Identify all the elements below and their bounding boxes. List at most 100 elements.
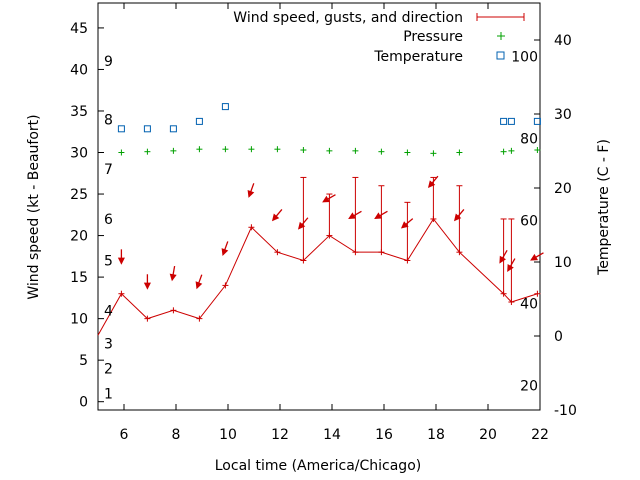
legend-label-pressure: Pressure <box>403 29 463 45</box>
wind-speed-point <box>326 232 333 239</box>
y-left-tick-label: 30 <box>70 146 88 162</box>
wind-direction-arrow <box>322 194 336 203</box>
pressure-point <box>378 148 385 155</box>
y-left-tick-label: 35 <box>70 104 88 120</box>
y-right-tick-label: -10 <box>554 403 577 419</box>
fahrenheit-scale-label: 100 <box>511 49 538 65</box>
wind-direction-arrow <box>143 274 151 290</box>
x-tick-label: 16 <box>375 427 393 443</box>
beaufort-scale-label: 3 <box>104 337 113 353</box>
wind-direction-arrow <box>117 249 125 265</box>
pressure-point <box>404 149 411 156</box>
pressure-point <box>248 146 255 153</box>
beaufort-scale-label: 2 <box>104 361 113 377</box>
pressure-point <box>300 147 307 154</box>
wind-direction-arrow <box>297 217 309 230</box>
x-tick-label: 12 <box>271 427 289 443</box>
wind-direction-arrow <box>427 175 439 189</box>
wind-speed-point <box>144 315 151 322</box>
legend-label-temperature: Temperature <box>373 49 463 65</box>
pressure-point <box>352 147 359 154</box>
pressure-point <box>534 147 541 154</box>
y-right-tick-label: 30 <box>554 107 572 123</box>
wind-direction-arrow <box>530 252 544 261</box>
wind-speed-series <box>97 215 541 336</box>
wind-direction-arrow <box>400 218 414 229</box>
x-tick-label: 10 <box>219 427 237 443</box>
wind-speed-point <box>170 307 177 314</box>
legend-swatch-temperature <box>496 51 505 60</box>
pressure-point <box>274 146 281 153</box>
axis-ticks: 6 8 10 12 14 16 18 20 22051015202530354045-10010… <box>70 3 577 443</box>
wind-speed-point <box>508 299 515 306</box>
y-left-tick-label: 15 <box>70 270 88 286</box>
x-axis-label: Local time (America/Chicago) <box>215 458 421 474</box>
y-right-tick-label: 0 <box>554 329 563 345</box>
wind-speed-point <box>352 249 359 256</box>
y-axis-label-left: Wind speed (kt - Beaufort) <box>26 114 42 299</box>
wind-speed-point <box>404 257 411 264</box>
wind-direction-arrow <box>247 183 255 198</box>
x-tick-label: 8 <box>172 427 181 443</box>
pressure-point <box>196 146 203 153</box>
fahrenheit-scale-label: 60 <box>520 214 538 230</box>
wind-direction-arrow <box>453 209 465 222</box>
wind-speed-point <box>378 249 385 256</box>
legend-label-wind: Wind speed, gusts, and direction <box>233 10 463 26</box>
temperature-point <box>221 103 229 111</box>
beaufort-scale-label: 7 <box>104 162 113 178</box>
pressure-point <box>456 149 463 156</box>
wind-speed-point <box>274 249 281 256</box>
y-right-tick-label: 10 <box>554 255 572 271</box>
pressure-point <box>118 149 125 156</box>
wind-direction-arrow <box>221 241 229 256</box>
wind-speed-point <box>300 257 307 264</box>
y-left-tick-label: 0 <box>79 395 88 411</box>
wind-speed-point <box>456 249 463 256</box>
secondary-scale-labels: 1 2 3 4 5 6 7 8 9 20 40 60 80 100 <box>104 49 538 402</box>
pressure-point <box>144 148 151 155</box>
y-left-tick-label: 10 <box>70 312 88 328</box>
wind-direction-arrow <box>499 249 508 264</box>
x-tick-label: 22 <box>531 427 549 443</box>
wind-speed-point <box>196 315 203 322</box>
pressure-point <box>508 147 515 154</box>
temperature-point <box>195 117 203 125</box>
wind-direction-arrows <box>117 175 544 290</box>
y-left-tick-label: 25 <box>70 187 88 203</box>
beaufort-scale-label: 6 <box>104 212 113 228</box>
x-tick-label: 20 <box>479 427 497 443</box>
y-right-tick-label: 40 <box>554 33 572 49</box>
x-tick-label: 18 <box>427 427 445 443</box>
wind-direction-arrow <box>271 209 283 222</box>
pressure-point <box>430 150 437 157</box>
temperature-point <box>507 117 515 125</box>
wind-direction-arrow <box>169 265 177 282</box>
y-axis-label-right: Temperature (C - F) <box>596 139 612 276</box>
legend-swatch-pressure <box>497 32 505 40</box>
temperature-point <box>143 125 151 133</box>
pressure-point <box>500 148 507 155</box>
temperature-point <box>169 125 177 133</box>
fahrenheit-scale-label: 20 <box>520 379 538 395</box>
x-tick-label: 6 <box>120 427 129 443</box>
y-left-tick-label: 45 <box>70 21 88 37</box>
beaufort-scale-label: 1 <box>104 386 113 402</box>
wind-direction-arrow <box>507 258 516 272</box>
y-left-tick-label: 20 <box>70 229 88 245</box>
plot-frame <box>97 2 541 411</box>
wind-speed-point <box>430 215 437 222</box>
temperature-point <box>500 117 508 125</box>
pressure-point <box>326 147 333 154</box>
beaufort-scale-label: 9 <box>104 54 113 70</box>
pressure-point <box>170 147 177 154</box>
temperature-point <box>533 117 541 125</box>
y-left-tick-label: 5 <box>79 353 88 369</box>
wind-speed-point <box>500 290 507 297</box>
wind-direction-arrow <box>374 210 388 220</box>
beaufort-scale-label: 5 <box>104 253 113 269</box>
wind-direction-arrow <box>195 274 203 290</box>
legend: Wind speed, gusts, and direction Pressur… <box>233 10 525 65</box>
wind-speed-point <box>248 224 255 231</box>
